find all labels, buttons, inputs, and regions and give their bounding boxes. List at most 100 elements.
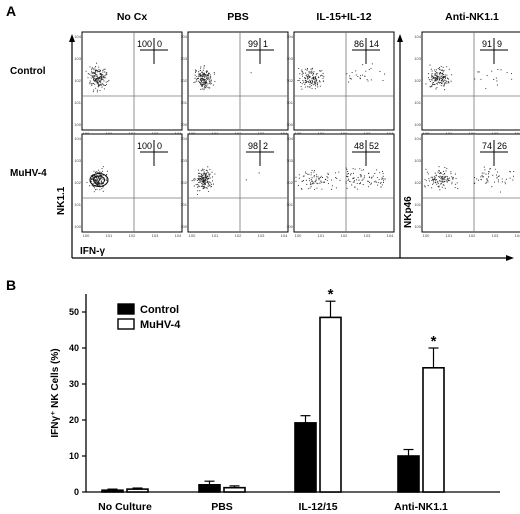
y-tick-label: 0 [74, 487, 79, 497]
bar-chart: 0 10 20 30 40 50 IFNγ⁺ NK Cells (%) No Culture P… [50, 286, 500, 513]
flow-tick-label: 102 [414, 78, 421, 83]
flow-tick-label: 102 [74, 180, 81, 185]
quadrant-left-value: 98 [248, 141, 258, 151]
quadrant-left-value: 100 [137, 39, 152, 49]
flow-tick-label: 103 [414, 158, 421, 163]
flow-tick-label: 102 [180, 180, 187, 185]
flow-tick-label: 104 [180, 34, 187, 39]
panel-b-letter: B [6, 277, 16, 293]
flow-tick-label: 101 [106, 233, 113, 238]
flow-tick-label: 102 [341, 233, 348, 238]
flow-tick-label: 103 [286, 158, 293, 163]
flow-tick-label: 100 [74, 122, 81, 127]
y-axis-label: IFNγ⁺ NK Cells (%) [50, 348, 61, 437]
flow-tick-label: 101 [286, 100, 293, 105]
flow-tick-label: 103 [74, 56, 81, 61]
flow-tick-label: 101 [318, 233, 325, 238]
flow-tick-label: 104 [175, 233, 182, 238]
bar [294, 422, 317, 493]
flow-tick-label: 101 [414, 100, 421, 105]
flow-plot: 104103102101100100101102103104919 [414, 31, 520, 136]
nk11-axis-label: NK1.1 [56, 186, 67, 215]
quadrant-right-value: 0 [157, 39, 162, 49]
column-title: IL-15+IL-12 [316, 11, 371, 23]
flow-tick-label: 103 [492, 233, 499, 238]
flow-tick-label: 100 [286, 122, 293, 127]
quadrant-right-value: 1 [263, 39, 268, 49]
flow-tick-label: 102 [414, 180, 421, 185]
bar [397, 455, 420, 493]
flow-axes: NK1.1 NKp46 IFN-γ [56, 34, 514, 261]
flow-tick-label: 103 [258, 233, 265, 238]
column-title: PBS [227, 11, 249, 23]
flow-tick-label: 102 [180, 78, 187, 83]
quadrant-left-value: 86 [354, 39, 364, 49]
flow-tick-label: 104 [515, 233, 520, 238]
flow-tick-label: 100 [414, 122, 421, 127]
quadrant-left-value: 91 [482, 39, 492, 49]
flow-tick-label: 104 [414, 136, 421, 141]
flow-tick-label: 101 [212, 233, 219, 238]
column-title: No Cx [117, 11, 147, 23]
flow-plot: 104103102101100100101102103104991 [180, 31, 289, 136]
flow-tick-label: 103 [414, 56, 421, 61]
flow-tick-label: 100 [74, 224, 81, 229]
quadrant-right-value: 2 [263, 141, 268, 151]
flow-tick-label: 102 [469, 233, 476, 238]
legend-swatch [117, 303, 135, 315]
x-tick-label: Anti-NK1.1 [394, 501, 448, 513]
quadrant-right-value: 26 [497, 141, 507, 151]
quadrant-left-value: 74 [482, 141, 492, 151]
y-tick-label: 10 [69, 451, 79, 461]
bar [422, 366, 445, 493]
bar [319, 316, 342, 493]
flow-tick-label: 103 [152, 233, 159, 238]
flow-tick-label: 103 [180, 56, 187, 61]
flow-tick-label: 104 [74, 34, 81, 39]
bar [223, 486, 246, 493]
flow-tick-label: 104 [286, 34, 293, 39]
bar [101, 489, 124, 493]
y-tick-label: 20 [69, 415, 79, 425]
flow-tick-label: 102 [286, 180, 293, 185]
quadrant-right-value: 14 [369, 39, 379, 49]
y-tick-label: 30 [69, 379, 79, 389]
quadrant-left-value: 48 [354, 141, 364, 151]
quadrant-right-value: 52 [369, 141, 379, 151]
flow-tick-label: 102 [286, 78, 293, 83]
row-label: MuHV-4 [10, 168, 47, 179]
flow-tick-label: 101 [180, 100, 187, 105]
flow-tick-label: 100 [83, 233, 90, 238]
flow-tick-label: 104 [387, 233, 394, 238]
flow-tick-label: 103 [180, 158, 187, 163]
flow-tick-label: 101 [446, 233, 453, 238]
flow-tick-label: 104 [74, 136, 81, 141]
flow-tick-label: 103 [286, 56, 293, 61]
flow-tick-label: 102 [129, 233, 136, 238]
flow-tick-label: 102 [74, 78, 81, 83]
column-title: Anti-NK1.1 [445, 11, 499, 23]
significance-marker: * [431, 333, 437, 350]
flow-tick-label: 101 [414, 202, 421, 207]
flow-tick-label: 100 [189, 233, 196, 238]
flow-tick-label: 100 [180, 122, 187, 127]
flow-tick-label: 100 [423, 233, 430, 238]
legend-label: Control [140, 304, 179, 316]
flow-tick-label: 104 [286, 136, 293, 141]
ifng-axis-label: IFN-γ [80, 246, 105, 257]
nkp46-axis-label: NKp46 [403, 196, 414, 228]
flow-tick-label: 102 [235, 233, 242, 238]
legend-swatch [117, 318, 135, 330]
flow-cytometry-grid: No Cx PBS IL-15+IL-12 Anti-NK1.1 Control MuHV… [10, 11, 520, 238]
flow-tick-label: 103 [74, 158, 81, 163]
flow-tick-label: 101 [74, 202, 81, 207]
flow-tick-label: 101 [180, 202, 187, 207]
flow-tick-label: 104 [180, 136, 187, 141]
quadrant-right-value: 0 [157, 141, 162, 151]
row-label: Control [10, 66, 46, 77]
